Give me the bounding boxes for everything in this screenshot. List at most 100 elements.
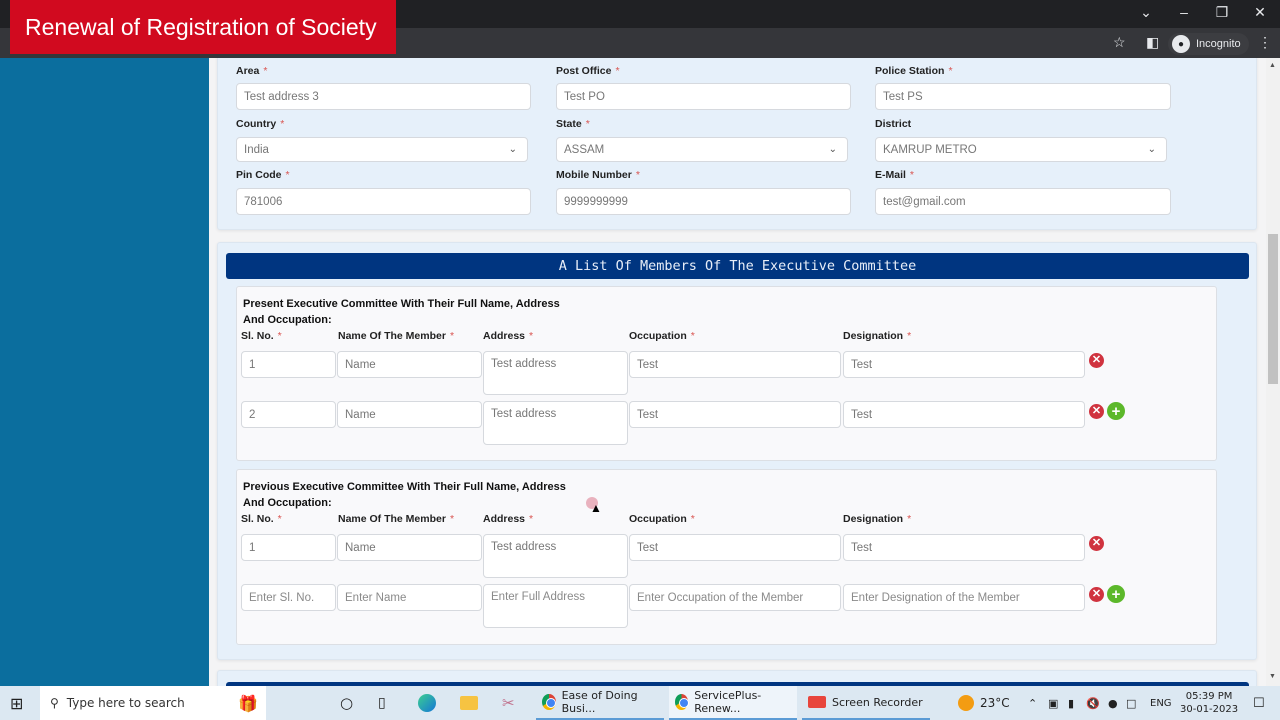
mobile-number-label: Mobile Number * <box>556 169 640 181</box>
battery-icon[interactable]: ▮ <box>1068 696 1075 710</box>
tab-search-icon[interactable]: ⌄ <box>1140 4 1152 20</box>
minimize-icon[interactable]: – <box>1180 4 1188 20</box>
previous-committee-title: Previous Executive Committee With Their … <box>243 481 566 509</box>
incognito-label: Incognito <box>1196 38 1241 50</box>
restore-icon[interactable]: ❐ <box>1215 4 1229 20</box>
scroll-down-icon[interactable]: ▼ <box>1269 673 1276 680</box>
windows-taskbar: ⊞ ⚲ Type here to search 🎁 ○ ▯ ✂ Ease of … <box>0 686 1280 720</box>
taskbar-search-box[interactable]: ⚲ Type here to search 🎁 <box>40 686 266 720</box>
taskbar-app-chrome-serviceplus[interactable]: ServicePlus- Renew... <box>669 686 797 720</box>
show-hidden-icons[interactable]: ⌃ <box>1028 696 1038 710</box>
microphone-icon[interactable]: ● <box>1108 696 1118 710</box>
occupation-input[interactable]: Test <box>629 351 841 378</box>
occupation-input[interactable]: Test <box>629 401 841 428</box>
gift-icon: 🎁 <box>238 693 258 713</box>
close-icon[interactable]: ✕ <box>1254 4 1266 20</box>
area-input[interactable]: Test address 3 <box>236 83 531 110</box>
sl-no-input[interactable]: Enter Sl. No. <box>241 584 336 611</box>
windows-start-icon[interactable]: ⊞ <box>10 693 24 713</box>
member-name-input[interactable]: Name <box>337 534 482 561</box>
scroll-up-icon[interactable]: ▲ <box>1269 62 1276 69</box>
sl-no-input[interactable]: 1 <box>241 351 336 378</box>
network-icon[interactable]: □ <box>1126 696 1137 710</box>
designation-input[interactable]: Enter Designation of the Member <box>843 584 1085 611</box>
committee-section-header: A List Of Members Of The Executive Commi… <box>226 253 1249 279</box>
member-name-input[interactable]: Enter Name <box>337 584 482 611</box>
occupation-input[interactable]: Enter Occupation of the Member <box>629 584 841 611</box>
police-station-label: Police Station * <box>875 65 953 77</box>
chrome-icon <box>675 694 690 710</box>
mobile-number-input[interactable]: 9999999999 <box>556 188 851 215</box>
chevron-down-icon: ⌄ <box>828 144 837 155</box>
edge-browser-icon[interactable] <box>418 686 436 720</box>
weather-icon <box>958 695 974 711</box>
col-occupation: Occupation * <box>629 330 695 342</box>
mouse-pointer-icon: ▲ <box>590 501 602 515</box>
delete-row-icon[interactable]: ✕ <box>1089 536 1104 551</box>
next-section-header <box>226 682 1249 686</box>
address-textarea[interactable]: Enter Full Address <box>483 584 628 628</box>
col-address: Address * <box>483 513 534 525</box>
address-textarea[interactable]: Test address <box>483 351 628 395</box>
file-explorer-icon[interactable] <box>460 686 478 720</box>
add-row-icon[interactable]: + <box>1107 585 1125 603</box>
occupation-input[interactable]: Test <box>629 534 841 561</box>
delete-row-icon[interactable]: ✕ <box>1089 587 1104 602</box>
volume-muted-icon[interactable]: 🔇 <box>1086 696 1100 710</box>
address-textarea[interactable]: Test address <box>483 534 628 578</box>
post-office-label: Post Office * <box>556 65 620 77</box>
language-indicator[interactable]: ENG <box>1150 697 1172 709</box>
post-office-input[interactable]: Test PO <box>556 83 851 110</box>
pin-code-input[interactable]: 781006 <box>236 188 531 215</box>
menu-kebab-icon[interactable]: ⋮ <box>1258 34 1272 50</box>
designation-input[interactable]: Test <box>843 534 1085 561</box>
taskbar-app-chrome-ease[interactable]: Ease of Doing Busi... <box>536 686 664 720</box>
weather-widget[interactable]: 23°C <box>958 686 1010 720</box>
col-sl-no: Sl. No. * <box>241 330 282 342</box>
col-address: Address * <box>483 330 534 342</box>
mouse-cursor-highlight <box>586 497 598 509</box>
sl-no-input[interactable]: 2 <box>241 401 336 428</box>
email-label: E-Mail * <box>875 169 915 181</box>
country-select[interactable]: India ⌄ <box>236 137 528 162</box>
designation-input[interactable]: Test <box>843 401 1085 428</box>
clock[interactable]: 05:39 PM 30-01-2023 <box>1180 691 1239 715</box>
bookmark-star-icon[interactable]: ☆ <box>1113 34 1126 50</box>
present-committee-title: Present Executive Committee With Their F… <box>243 298 560 326</box>
country-label: Country * <box>236 118 285 130</box>
delete-row-icon[interactable]: ✕ <box>1089 353 1104 368</box>
email-input[interactable]: test@gmail.com <box>875 188 1171 215</box>
chevron-down-icon: ⌄ <box>508 144 517 155</box>
meet-now-icon[interactable]: ▣ <box>1048 696 1059 710</box>
notifications-icon[interactable]: ☐ <box>1253 695 1265 711</box>
side-panel-icon[interactable]: ◧ <box>1146 34 1160 50</box>
add-row-icon[interactable]: + <box>1107 402 1125 420</box>
col-member-name: Name Of The Member * <box>338 330 455 342</box>
col-designation: Designation * <box>843 513 912 525</box>
delete-row-icon[interactable]: ✕ <box>1089 404 1104 419</box>
member-name-input[interactable]: Name <box>337 401 482 428</box>
snipping-tool-icon[interactable]: ✂ <box>502 694 515 712</box>
address-textarea[interactable]: Test address <box>483 401 628 445</box>
recorder-icon <box>808 696 826 708</box>
designation-input[interactable]: Test <box>843 351 1085 378</box>
chevron-down-icon: ⌄ <box>1147 144 1156 155</box>
chrome-icon <box>542 694 556 710</box>
page-viewport: Area * Test address 3 Post Office * Test P… <box>0 58 1280 686</box>
member-name-input[interactable]: Name <box>337 351 482 378</box>
police-station-input[interactable]: Test PS <box>875 83 1171 110</box>
state-label: State * <box>556 118 590 130</box>
state-select[interactable]: ASSAM ⌄ <box>556 137 848 162</box>
cortana-icon[interactable]: ○ <box>340 694 354 712</box>
district-select[interactable]: KAMRUP METRO ⌄ <box>875 137 1167 162</box>
page-scrollbar[interactable]: ▲ ▼ <box>1266 58 1280 686</box>
col-designation: Designation * <box>843 330 912 342</box>
banner-title: Renewal of Registration of Society <box>25 13 377 40</box>
incognito-profile-button[interactable]: ● Incognito <box>1168 33 1249 55</box>
taskbar-app-screen-recorder[interactable]: Screen Recorder <box>802 686 930 720</box>
sidebar <box>0 58 209 686</box>
pin-code-label: Pin Code * <box>236 169 290 181</box>
sl-no-input[interactable]: 1 <box>241 534 336 561</box>
task-view-icon[interactable]: ▯ <box>378 695 386 711</box>
scrollbar-thumb[interactable] <box>1268 234 1278 384</box>
